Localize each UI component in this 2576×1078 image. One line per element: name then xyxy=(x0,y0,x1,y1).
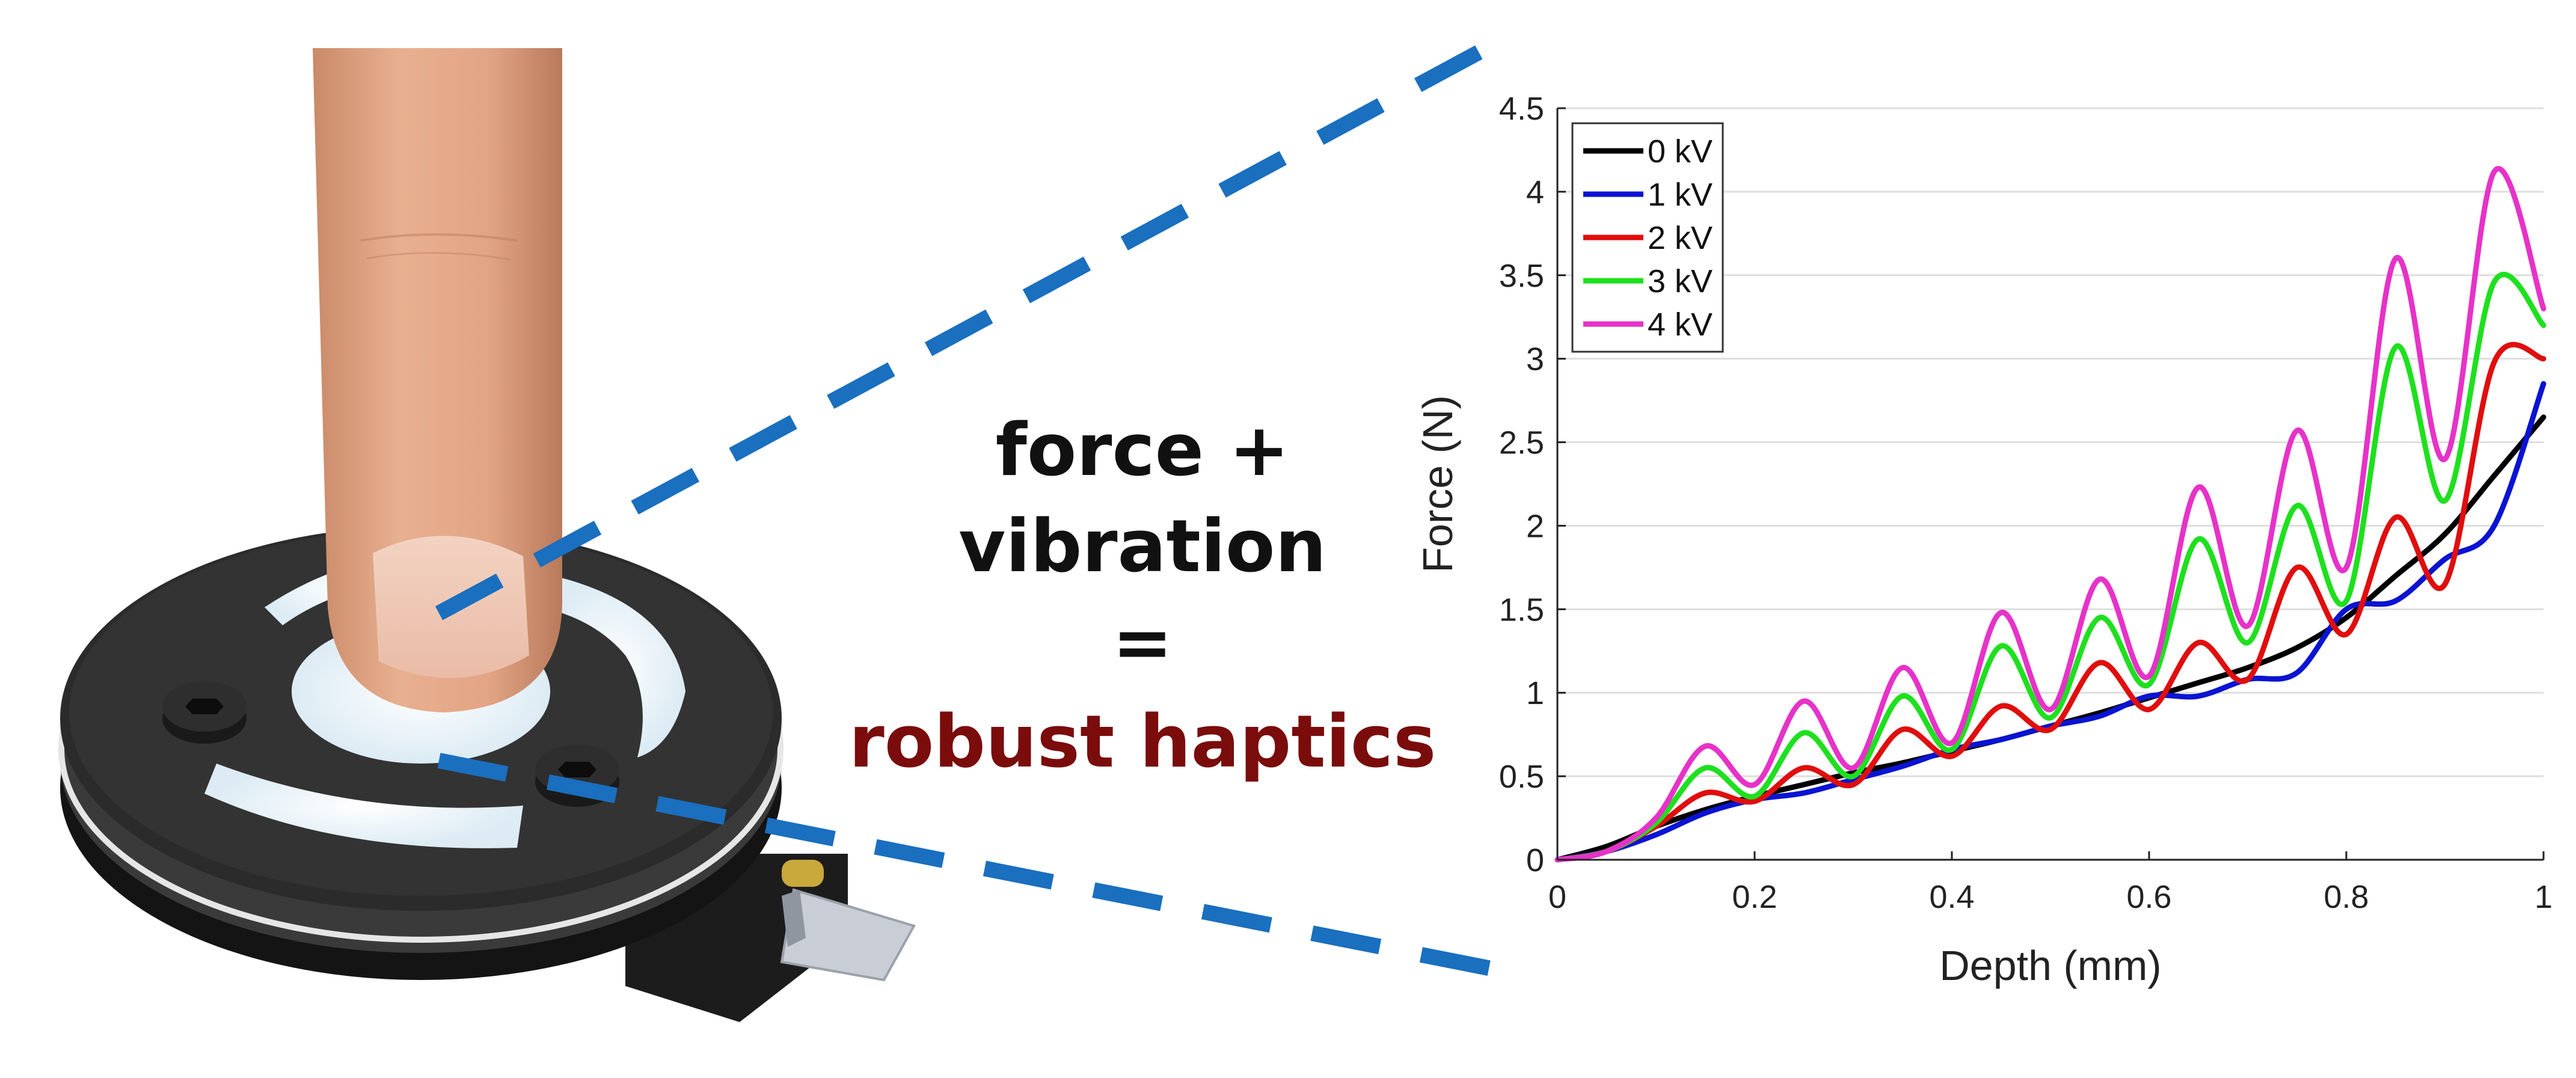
y-tick-label: 3 xyxy=(1526,341,1544,378)
y-tick-label: 4.5 xyxy=(1499,91,1544,127)
x-tick-label: 0.8 xyxy=(2323,879,2369,915)
series-line xyxy=(1554,166,2547,863)
x-axis-title: Depth (mm) xyxy=(1939,942,2161,989)
caption-line-4: robust haptics xyxy=(849,700,1437,784)
series-lines xyxy=(1554,166,2547,863)
tick-labels: 0 0.5 1 1.5 2 2.5 3 3.5 4 4.5 0 0.2 0.4 0.6 0.8 1 xyxy=(1499,91,2553,915)
force-depth-chart: 0 0.5 1 1.5 2 2.5 3 3.5 4 4.5 0 0.2 0.4 0.6 0.8 1 Depth… xyxy=(1414,91,2553,989)
legend-label: 0 kV xyxy=(1648,133,1713,170)
caption-block: force + vibration = robust haptics xyxy=(849,409,1437,784)
y-tick-label: 0 xyxy=(1526,842,1544,878)
legend: 0 kV 1 kV 2 kV 3 kV 4 kV xyxy=(1571,122,1724,353)
legend-label: 2 kV xyxy=(1648,220,1713,256)
caption-line-1: force + xyxy=(996,409,1290,492)
legend-label: 4 kV xyxy=(1648,307,1713,343)
y-tick-label: 2.5 xyxy=(1499,425,1544,461)
y-tick-label: 2 xyxy=(1526,508,1544,544)
legend-label: 1 kV xyxy=(1648,177,1713,213)
y-tick-label: 3.5 xyxy=(1499,258,1544,294)
axes xyxy=(1556,107,2545,861)
series-line xyxy=(1554,381,2547,863)
y-axis-title: Force (N) xyxy=(1414,395,1461,573)
legend-label: 3 kV xyxy=(1648,263,1713,299)
series-line xyxy=(1554,341,2547,863)
caption-line-2: vibration xyxy=(958,505,1326,589)
series-line xyxy=(1554,272,2547,863)
zoom-lines xyxy=(435,32,1507,979)
zoom-line-top xyxy=(435,32,1507,620)
x-tick-label: 0.6 xyxy=(2126,879,2171,915)
y-tick-label: 1.5 xyxy=(1499,592,1544,628)
y-tick-label: 1 xyxy=(1526,675,1544,711)
x-tick-label: 1 xyxy=(2535,879,2553,915)
y-tick-label: 4 xyxy=(1526,174,1544,210)
caption-line-3: = xyxy=(1112,601,1173,685)
x-tick-label: 0.2 xyxy=(1732,879,1777,915)
y-tick-label: 0.5 xyxy=(1499,759,1544,795)
x-tick-label: 0.4 xyxy=(1929,879,1974,915)
haptic-device-illustration xyxy=(58,48,916,1022)
finger xyxy=(313,48,562,712)
zoom-line-bottom xyxy=(437,753,1505,979)
screw-left xyxy=(162,681,247,744)
x-tick-label: 0 xyxy=(1548,879,1566,915)
